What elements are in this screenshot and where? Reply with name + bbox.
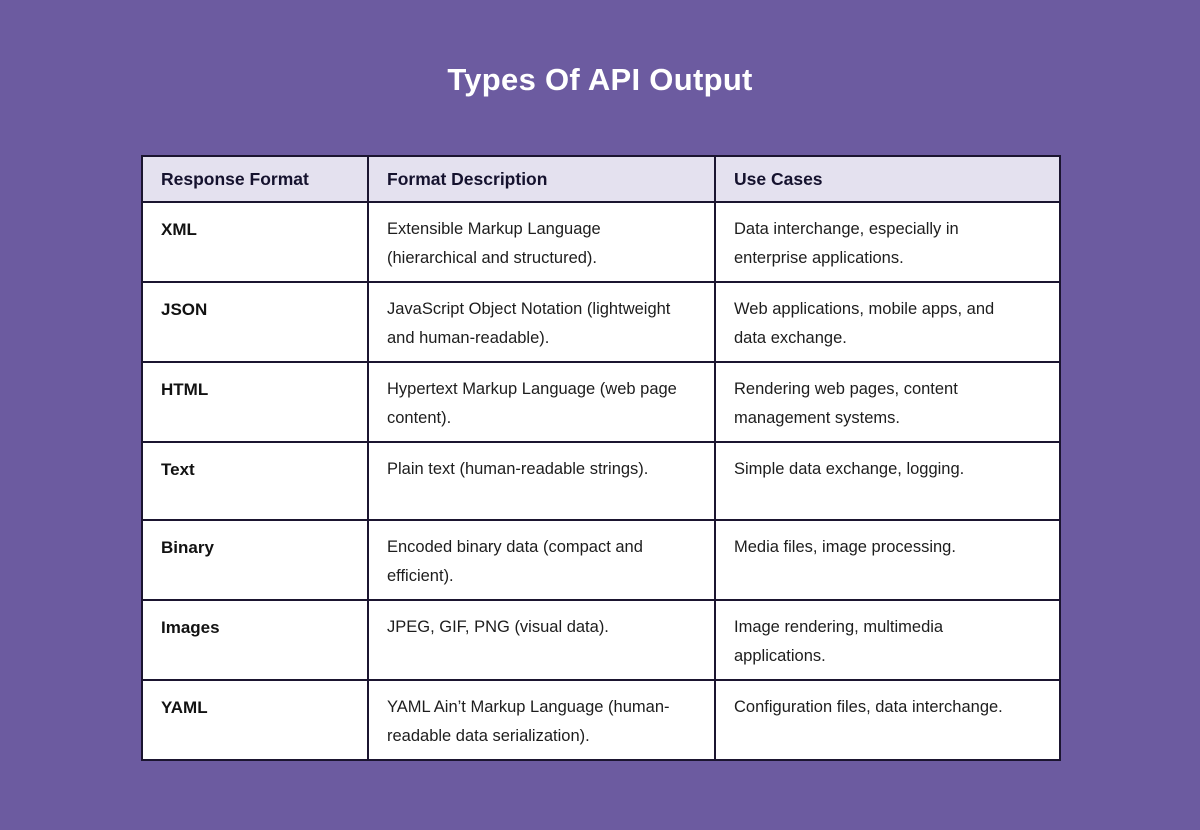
cell-format: Text bbox=[141, 441, 369, 521]
header-format-description: Format Description bbox=[367, 155, 716, 203]
cell-use-cases: Configuration files, data interchange. bbox=[714, 679, 1061, 761]
cell-use-cases: Simple data exchange, logging. bbox=[714, 441, 1061, 521]
header-response-format: Response Format bbox=[141, 155, 369, 203]
api-output-table: Response Format Format Description Use C… bbox=[141, 155, 1061, 761]
cell-description: Extensible Markup Language (hierarchical… bbox=[367, 201, 716, 283]
table-row: Images JPEG, GIF, PNG (visual data). Ima… bbox=[141, 599, 1061, 681]
cell-format: YAML bbox=[141, 679, 369, 761]
cell-use-cases: Media files, image processing. bbox=[714, 519, 1061, 601]
table-row: YAML YAML Ain’t Markup Language (human-r… bbox=[141, 679, 1061, 761]
cell-description: Plain text (human-readable strings). bbox=[367, 441, 716, 521]
table-row: Binary Encoded binary data (compact and … bbox=[141, 519, 1061, 601]
cell-format: Images bbox=[141, 599, 369, 681]
cell-use-cases: Rendering web pages, content management … bbox=[714, 361, 1061, 443]
cell-use-cases: Data interchange, especially in enterpri… bbox=[714, 201, 1061, 283]
cell-description: YAML Ain’t Markup Language (human-readab… bbox=[367, 679, 716, 761]
cell-format: XML bbox=[141, 201, 369, 283]
cell-format: HTML bbox=[141, 361, 369, 443]
table-row: Text Plain text (human-readable strings)… bbox=[141, 441, 1061, 521]
cell-format: Binary bbox=[141, 519, 369, 601]
cell-use-cases: Image rendering, multimedia applications… bbox=[714, 599, 1061, 681]
cell-use-cases: Web applications, mobile apps, and data … bbox=[714, 281, 1061, 363]
table-row: JSON JavaScript Object Notation (lightwe… bbox=[141, 281, 1061, 363]
cell-description: JavaScript Object Notation (lightweight … bbox=[367, 281, 716, 363]
table-row: HTML Hypertext Markup Language (web page… bbox=[141, 361, 1061, 443]
cell-description: Encoded binary data (compact and efficie… bbox=[367, 519, 716, 601]
header-use-cases: Use Cases bbox=[714, 155, 1061, 203]
table-header-row: Response Format Format Description Use C… bbox=[141, 155, 1061, 203]
cell-format: JSON bbox=[141, 281, 369, 363]
table-row: XML Extensible Markup Language (hierarch… bbox=[141, 201, 1061, 283]
cell-description: Hypertext Markup Language (web page cont… bbox=[367, 361, 716, 443]
cell-description: JPEG, GIF, PNG (visual data). bbox=[367, 599, 716, 681]
page-title: Types Of API Output bbox=[447, 62, 753, 97]
